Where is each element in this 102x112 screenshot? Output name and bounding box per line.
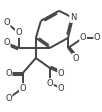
Text: O: O [16, 28, 22, 37]
Text: O: O [94, 33, 100, 42]
Text: O: O [58, 69, 64, 78]
Text: O: O [47, 79, 53, 88]
Text: O: O [73, 54, 79, 62]
Text: O: O [5, 69, 12, 78]
Text: O: O [3, 38, 10, 47]
Text: O: O [19, 84, 26, 93]
Text: O: O [5, 94, 12, 103]
Text: O: O [80, 33, 86, 42]
Text: N: N [70, 13, 76, 22]
Text: O: O [58, 84, 64, 93]
Text: O: O [3, 18, 10, 27]
